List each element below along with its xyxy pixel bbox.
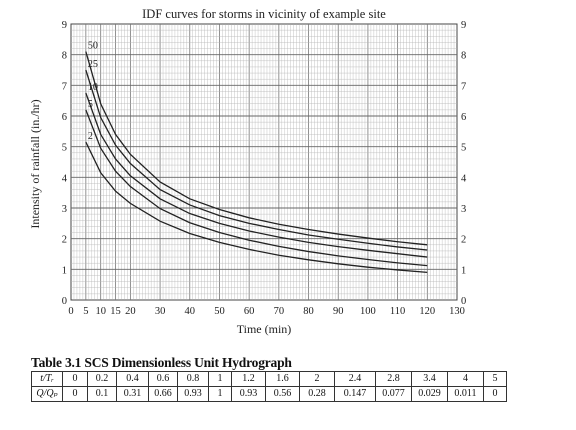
y-tick-label-right: 6 — [461, 112, 466, 123]
table-cell-t: 0.4 — [116, 371, 149, 387]
table-cell-t: 0.8 — [177, 371, 209, 387]
table-cell-q: 0.93 — [177, 386, 209, 402]
table-cell-t: 2 — [299, 371, 335, 387]
table-cell-t: 0.6 — [148, 371, 178, 387]
row2-header: Q/Qₚ — [31, 386, 63, 402]
y-tick-label-right: 4 — [461, 173, 467, 184]
x-tick-label: 50 — [214, 306, 225, 317]
table-cell-q: 0.56 — [265, 386, 300, 402]
table-cell-t: 2.4 — [334, 371, 376, 387]
x-tick-label: 90 — [333, 306, 344, 317]
series-labels: 50 25 10 5 2 — [88, 41, 98, 142]
y-tick-label-right: 7 — [461, 81, 466, 92]
table-cell-t: 5 — [483, 371, 507, 387]
y-tick-label: 0 — [62, 296, 67, 307]
table-cell-q: 0.029 — [411, 386, 448, 402]
y-tick-labels-right: 0 1 2 3 4 5 6 7 8 9 — [461, 20, 467, 307]
table-cell-q: 0.1 — [87, 386, 117, 402]
x-tick-label: 5 — [83, 306, 88, 317]
grid — [71, 24, 457, 300]
y-tick-label-right: 3 — [461, 204, 466, 215]
row1-header: t/Tᵣ — [31, 371, 63, 387]
table-cell-t: 0.2 — [87, 371, 117, 387]
table-cell-t: 4 — [447, 371, 484, 387]
x-tick-label: 110 — [390, 306, 405, 317]
series-line-25 — [85, 69, 428, 251]
table-cell-q: 0.31 — [116, 386, 149, 402]
unit-hydrograph-table: t/Tᵣ 0 0.2 0.4 0.6 0.8 1 1.2 1.6 2 2.4 2.8 3.4 4 5 Q/… — [31, 371, 507, 402]
series-label-2: 2 — [88, 131, 93, 142]
series-label-25: 25 — [88, 59, 98, 70]
table-cell-q: 1 — [208, 386, 232, 402]
y-tick-label-right: 0 — [461, 296, 466, 307]
x-tick-label: 30 — [155, 306, 166, 317]
table-cell-q: 0.077 — [375, 386, 412, 402]
series-line-2 — [85, 141, 428, 274]
y-tick-label-right: 2 — [461, 235, 466, 246]
table-row: t/Tᵣ 0 0.2 0.4 0.6 0.8 1 1.2 1.6 2 2.4 2.8 3.4 4 5 — [31, 371, 507, 387]
x-tick-labels: 0 5 10 15 20 30 40 50 60 70 80 90 100 110 120 130 — [68, 306, 465, 317]
x-tick-label: 20 — [125, 306, 136, 317]
y-tick-label: 5 — [62, 143, 67, 154]
table-cell-q: 0.147 — [334, 386, 376, 402]
chart-title: IDF curves for storms in vicinity of exa… — [142, 7, 386, 21]
table-cell-q: 0.28 — [299, 386, 335, 402]
x-tick-label: 80 — [303, 306, 314, 317]
x-tick-label: 70 — [274, 306, 285, 317]
table-cell-t: 1.2 — [231, 371, 266, 387]
y-tick-label: 4 — [62, 173, 68, 184]
table-title: Table 3.1 SCS Dimensionless Unit Hydrogr… — [31, 355, 292, 370]
y-tick-label: 1 — [62, 265, 67, 276]
y-tick-label-right: 5 — [461, 143, 466, 154]
table-cell-q: 0 — [483, 386, 507, 402]
table-cell-q: 0.93 — [231, 386, 266, 402]
y-tick-label: 8 — [62, 51, 67, 62]
table-row: Q/Qₚ 0 0.1 0.31 0.66 0.93 1 0.93 0.56 0.28 0.147 0… — [31, 386, 507, 402]
table-cell-t: 0 — [62, 371, 88, 387]
series-lines — [85, 51, 428, 274]
table-cell-q: 0 — [62, 386, 88, 402]
x-tick-label: 60 — [244, 306, 255, 317]
table-cell-t: 2.8 — [375, 371, 412, 387]
series-line-50 — [85, 51, 428, 246]
y-tick-label-right: 8 — [461, 51, 466, 62]
series-label-5: 5 — [88, 99, 93, 110]
series-label-10: 10 — [88, 82, 98, 93]
y-tick-label: 3 — [62, 204, 67, 215]
y-tick-label: 7 — [62, 81, 67, 92]
table-cell-q: 0.011 — [447, 386, 484, 402]
y-tick-label-right: 9 — [461, 20, 466, 31]
y-tick-label-right: 1 — [461, 265, 466, 276]
x-tick-label: 120 — [419, 306, 435, 317]
x-tick-label: 15 — [110, 306, 121, 317]
y-tick-label: 9 — [62, 20, 67, 31]
x-tick-label: 100 — [360, 306, 376, 317]
y-tick-labels-left: 0 1 2 3 4 5 6 7 8 9 — [62, 20, 68, 307]
y-tick-label: 6 — [62, 112, 67, 123]
series-label-50: 50 — [88, 41, 98, 52]
series-line-5 — [85, 109, 428, 267]
x-tick-label: 40 — [185, 306, 196, 317]
y-axis-label: Intensity of rainfall (in./hr) — [28, 99, 42, 228]
y-tick-label: 2 — [62, 235, 67, 246]
series-line-10 — [85, 92, 428, 258]
x-tick-label: 10 — [95, 306, 106, 317]
x-tick-label: 0 — [68, 306, 73, 317]
x-axis-label: Time (min) — [237, 322, 292, 336]
table-cell-t: 1.6 — [265, 371, 300, 387]
x-tick-label: 130 — [449, 306, 465, 317]
table-cell-q: 0.66 — [148, 386, 178, 402]
table-cell-t: 1 — [208, 371, 232, 387]
table-cell-t: 3.4 — [411, 371, 448, 387]
